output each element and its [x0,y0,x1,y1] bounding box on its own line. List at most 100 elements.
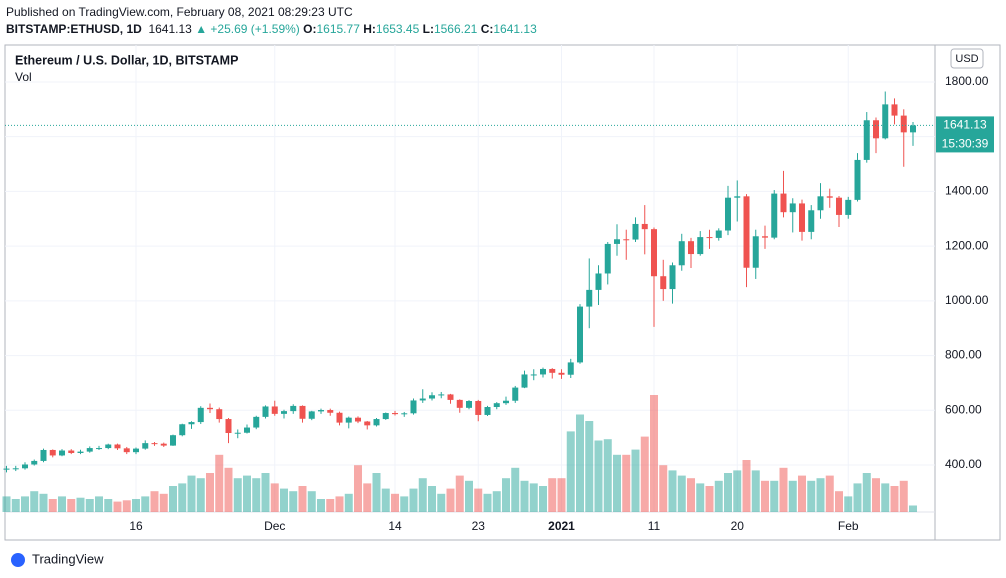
last-price-label: 1641.13 [943,118,987,132]
candle-body [355,417,361,422]
candle-body [836,197,842,215]
volume-bar [502,478,510,512]
candle-body [780,193,787,213]
x-tick-label: 14 [388,519,402,533]
candle-body [345,417,352,423]
candle-body [632,223,639,240]
candle-body [734,196,741,198]
volume-bar [714,480,723,512]
candle-body [253,416,260,428]
volume-label: Vol [15,70,32,84]
candle-body [382,413,389,420]
candle-body [271,406,278,414]
volume-bar [761,480,769,512]
volume-bar [881,483,890,512]
symbol: BITSTAMP:ETHUSD, 1D [6,22,142,36]
volume-bar [585,421,594,512]
volume-bar [622,454,631,512]
volume-bar [788,480,797,512]
candle-body [604,243,611,274]
countdown: 15:30:39 [942,137,989,151]
volume-bar [58,496,66,512]
candle-body [762,236,768,238]
published-line: Published on TradingView.com, February 0… [6,5,353,19]
volume-bar [141,496,150,512]
volume-bar [529,483,538,512]
volume-bar [391,493,399,512]
y-tick-label: 1800.00 [945,74,989,88]
volume-bar [751,470,760,512]
candle-body [799,203,805,232]
currency-box[interactable] [950,48,984,69]
candle-body [160,443,167,446]
volume-bar [289,491,298,512]
x-tick-label: 2021 [548,519,575,533]
volume-bar [224,467,233,512]
volume-bar [520,480,529,512]
volume-bar [243,475,251,512]
l-label: L: [422,22,434,36]
candle-body [586,289,593,307]
volume-bar [150,491,159,512]
candle-body [826,196,833,198]
volume-bar [428,486,436,512]
candle-body [281,411,287,414]
currency[interactable]: USD [955,53,978,65]
chart-frame [4,44,1001,541]
volume-bar [11,499,20,512]
candle-body [854,159,861,200]
candle-body [225,419,232,434]
volume-bar [613,454,621,512]
candle-body [170,435,176,446]
volume-bar [798,475,806,512]
volume-bar [825,475,834,512]
volume-bar [178,483,187,512]
low: 1566.21 [433,22,478,36]
volume-bar [233,478,242,512]
candle-body [641,223,648,230]
candle-body [623,239,630,241]
volume-bar [566,431,575,512]
candle-body [12,468,19,470]
volume-bar [437,493,446,512]
candle-body [873,120,879,139]
volume-bar [104,499,113,512]
volume-bar [455,475,464,512]
h-label: H: [363,22,376,36]
candle-body [438,394,445,396]
candle-body [595,273,602,290]
candle-body [558,372,565,375]
candle-body [429,395,435,399]
volume-bar [187,475,196,512]
quote-line: BITSTAMP:ETHUSD, 1D 1641.13 ▲ +25.69 (+1… [6,22,537,36]
candle-body [96,448,102,450]
volume-bar [807,480,816,512]
candle-body [512,387,519,401]
volume-bar [576,414,584,512]
candle-body [660,276,667,290]
volume-bar [381,488,390,512]
volume-bar [862,473,871,512]
volume-bar [122,500,131,512]
volume-bar [400,496,409,512]
brand-logo [11,553,25,567]
volume-bar [48,499,57,512]
volume-bar [169,486,177,512]
high: 1653.45 [375,22,420,36]
candle-body [392,413,398,415]
candle-body [77,451,84,453]
last-price-box [936,116,994,153]
candle-body [197,407,204,423]
volume-bar [280,488,288,512]
candle-body [40,449,47,461]
volume-bar [724,473,732,512]
candle-body [725,197,731,231]
volume-bar [95,496,103,512]
candle-body [808,210,815,232]
volume-bar [298,486,307,512]
candle-body [845,199,852,215]
candle-body [771,193,778,238]
candle-body [401,413,408,415]
y-tick-label: 1200.00 [945,238,989,252]
candle-body [817,196,824,211]
